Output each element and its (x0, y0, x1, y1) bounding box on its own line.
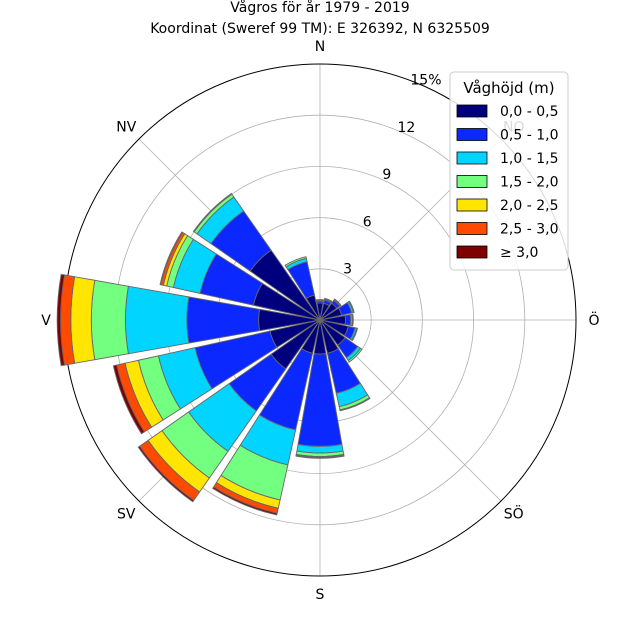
radial-tick-label: 6 (363, 214, 372, 230)
legend-label: 1,0 - 1,5 (500, 151, 558, 167)
chart-subtitle: Koordinat (Sweref 99 TM): E 326392, N 63… (150, 21, 490, 37)
rose-bars (56, 192, 371, 516)
rose-bar-segment (351, 327, 359, 342)
radial-tick-labels: 3 6 9 12 15% (343, 72, 441, 277)
radial-tick-label: 3 (343, 262, 352, 278)
direction-labels: NNOÖSÖSSVVNV (41, 39, 599, 603)
rose-bar-segment (348, 300, 355, 314)
direction-label: SÖ (504, 505, 524, 523)
direction-label: N (315, 39, 325, 55)
legend-frame (449, 71, 569, 271)
rose-bar-segment (333, 298, 342, 307)
legend-label: 1,5 - 2,0 (500, 175, 558, 191)
rose-bar-segment (70, 276, 96, 364)
legend-label: ≥ 3,0 (500, 245, 538, 261)
radial-tick-label: 15% (410, 72, 441, 88)
rose-bar-segment (324, 297, 333, 303)
direction-label: S (316, 587, 325, 603)
direction-label: NV (116, 119, 136, 135)
legend: Våghöjd (m) 0,0 - 0,5 0,5 - 1,0 1,0 - 1,5 1… (449, 71, 569, 271)
legend-swatch (456, 104, 488, 118)
radial-tick-label: 9 (382, 167, 391, 183)
legend-swatch (456, 198, 488, 212)
legend-title: Våghöjd (m) (463, 79, 554, 97)
legend-label: 0,0 - 0,5 (500, 104, 558, 120)
legend-swatch (456, 222, 488, 235)
rose-bar-segment (284, 256, 307, 268)
radial-tick-label: 12 (397, 120, 415, 136)
legend-swatch (456, 151, 488, 165)
rose-bar-segment (192, 192, 233, 233)
legend-label: 2,5 - 3,0 (500, 222, 558, 238)
rose-bar-segment (90, 279, 129, 361)
rose-bar-segment (339, 397, 371, 412)
legend-items: 0,0 - 0,5 0,5 - 1,0 1,0 - 1,5 1,5 - 2,0 2,0 … (456, 104, 558, 261)
legend-label: 0,5 - 1,0 (500, 128, 558, 144)
legend-swatch (456, 245, 488, 259)
rose-bar-segment (315, 299, 325, 302)
rose-bar-segment (124, 285, 190, 355)
rose-bar-segment (347, 347, 363, 363)
rose-bar-segment (295, 454, 345, 459)
rose-bar-segment (112, 364, 146, 435)
rose-bar-segment (137, 445, 195, 503)
rose-bar-segment (212, 486, 278, 516)
direction-label: Ö (588, 311, 599, 329)
legend-swatch (456, 175, 488, 188)
chart-title: Vågros för år 1979 - 2019 (230, 0, 409, 16)
rose-bar-segment (344, 314, 352, 326)
direction-label: SV (117, 507, 136, 523)
direction-label: V (41, 313, 51, 329)
rose-bar-segment (56, 273, 66, 367)
rose-bar-segment (159, 231, 184, 286)
rose-bar-segment (351, 313, 354, 327)
legend-label: 2,0 - 2,5 (500, 198, 558, 214)
legend-swatch (456, 128, 488, 141)
